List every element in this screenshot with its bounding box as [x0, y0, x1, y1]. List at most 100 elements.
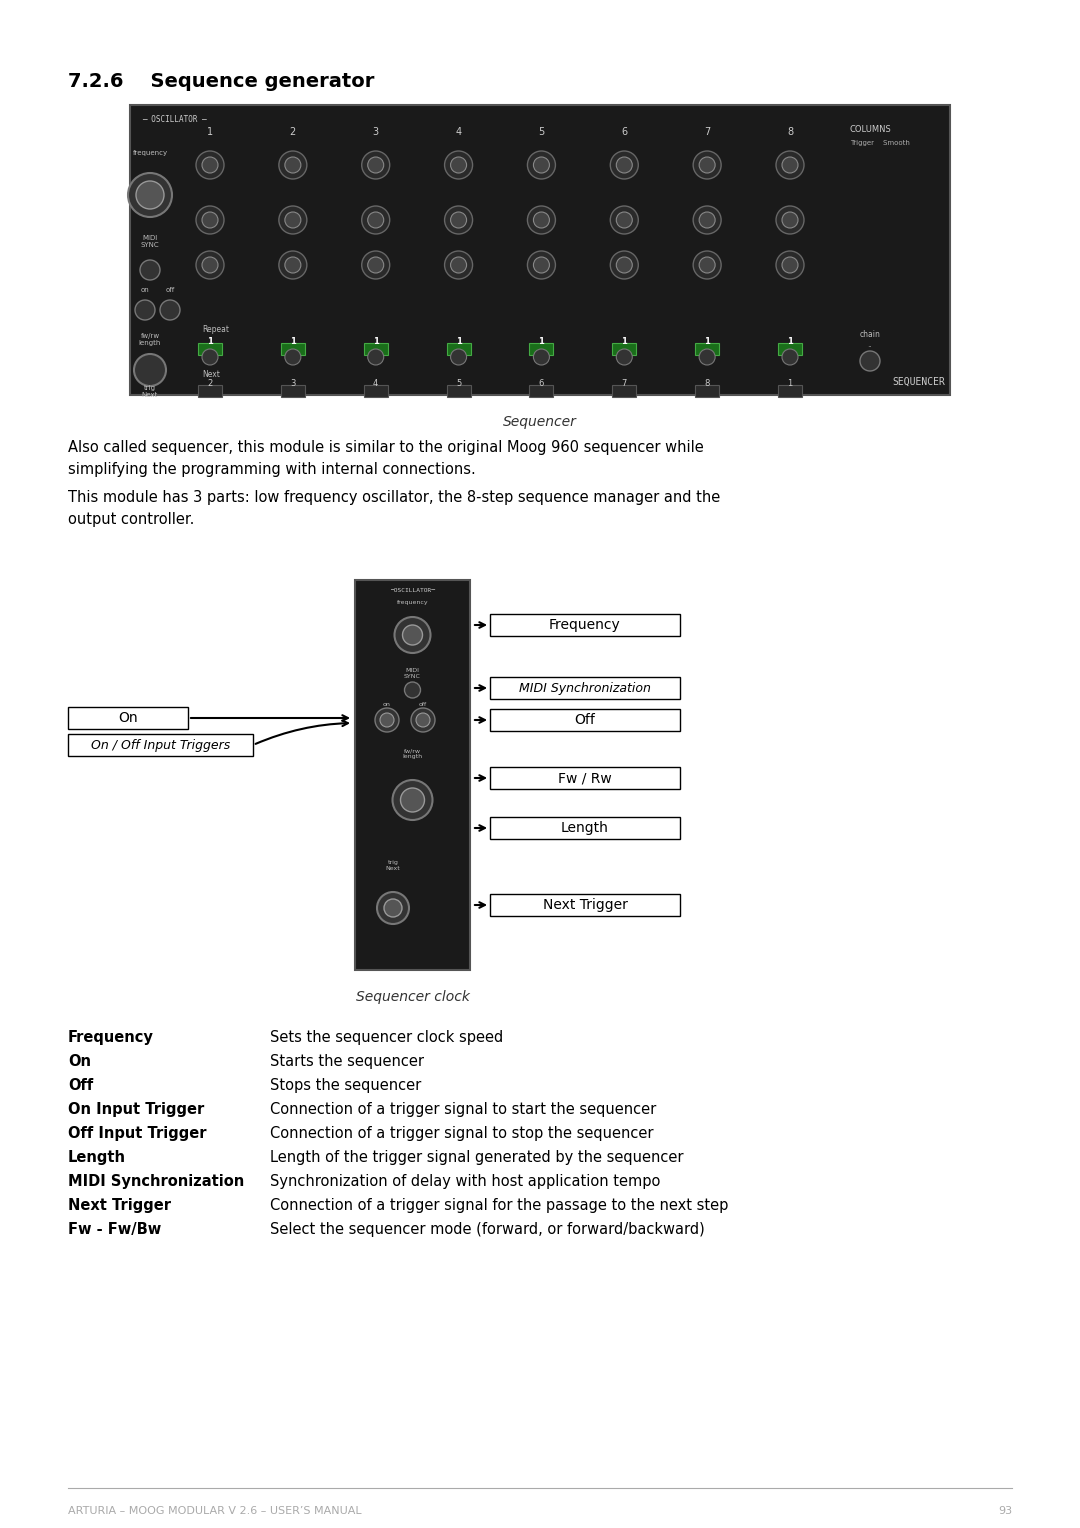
Circle shape	[202, 212, 218, 228]
FancyBboxPatch shape	[490, 709, 680, 730]
Text: 7: 7	[704, 127, 711, 138]
Circle shape	[195, 251, 224, 280]
Circle shape	[527, 151, 555, 179]
FancyBboxPatch shape	[364, 342, 388, 354]
Circle shape	[450, 257, 467, 274]
Circle shape	[411, 707, 435, 732]
Text: Trigger    Smooth: Trigger Smooth	[850, 141, 909, 147]
Circle shape	[450, 212, 467, 228]
Text: fw/rw
length: fw/rw length	[403, 749, 422, 759]
FancyBboxPatch shape	[281, 385, 305, 397]
Text: 7: 7	[622, 379, 627, 388]
Text: 1: 1	[373, 338, 379, 345]
FancyBboxPatch shape	[490, 614, 680, 636]
Text: Select the sequencer mode (forward, or forward/backward): Select the sequencer mode (forward, or f…	[270, 1222, 705, 1238]
Circle shape	[699, 157, 715, 173]
Circle shape	[777, 151, 804, 179]
Circle shape	[782, 257, 798, 274]
Text: 93: 93	[998, 1507, 1012, 1516]
Text: 2: 2	[207, 379, 213, 388]
Circle shape	[367, 348, 383, 365]
Circle shape	[610, 206, 638, 234]
FancyBboxPatch shape	[130, 105, 950, 396]
Circle shape	[195, 151, 224, 179]
Text: Length: Length	[68, 1151, 126, 1164]
FancyBboxPatch shape	[778, 385, 802, 397]
Circle shape	[617, 348, 632, 365]
Circle shape	[136, 180, 164, 209]
FancyBboxPatch shape	[68, 733, 253, 756]
Text: on: on	[140, 287, 149, 293]
FancyBboxPatch shape	[281, 342, 305, 354]
Circle shape	[375, 707, 399, 732]
Circle shape	[445, 206, 473, 234]
Circle shape	[617, 157, 632, 173]
FancyBboxPatch shape	[612, 385, 636, 397]
Circle shape	[285, 348, 301, 365]
Circle shape	[534, 212, 550, 228]
Circle shape	[279, 206, 307, 234]
Text: On Input Trigger: On Input Trigger	[68, 1102, 204, 1117]
Circle shape	[160, 299, 180, 319]
FancyBboxPatch shape	[446, 385, 471, 397]
Text: 1: 1	[704, 338, 710, 345]
Circle shape	[693, 251, 721, 280]
Circle shape	[362, 206, 390, 234]
Text: Sequencer clock: Sequencer clock	[355, 990, 470, 1004]
FancyBboxPatch shape	[490, 767, 680, 788]
Text: Length of the trigger signal generated by the sequencer: Length of the trigger signal generated b…	[270, 1151, 684, 1164]
Circle shape	[140, 260, 160, 280]
Text: On: On	[118, 711, 138, 724]
Circle shape	[403, 625, 422, 645]
Text: Stops the sequencer: Stops the sequencer	[270, 1077, 421, 1093]
FancyBboxPatch shape	[778, 342, 802, 354]
Text: 1: 1	[207, 338, 213, 345]
Circle shape	[534, 348, 550, 365]
Text: 1: 1	[787, 379, 793, 388]
Text: off: off	[165, 287, 175, 293]
Circle shape	[617, 212, 632, 228]
Circle shape	[416, 714, 430, 727]
Text: 2: 2	[289, 127, 296, 138]
Circle shape	[195, 206, 224, 234]
Text: Frequency: Frequency	[549, 617, 621, 633]
FancyBboxPatch shape	[490, 677, 680, 698]
Text: Next Trigger: Next Trigger	[542, 898, 627, 912]
Circle shape	[362, 151, 390, 179]
Text: chain
..: chain ..	[860, 330, 880, 350]
Circle shape	[534, 257, 550, 274]
Text: Sets the sequencer clock speed: Sets the sequencer clock speed	[270, 1030, 503, 1045]
Circle shape	[445, 151, 473, 179]
Text: 4: 4	[456, 127, 461, 138]
Text: 5: 5	[538, 127, 544, 138]
Text: This module has 3 parts: low frequency oscillator, the 8-step sequence manager a: This module has 3 parts: low frequency o…	[68, 490, 720, 527]
Circle shape	[405, 681, 420, 698]
Text: MIDI
SYNC: MIDI SYNC	[140, 235, 160, 248]
FancyBboxPatch shape	[364, 385, 388, 397]
Text: Fw - Fw/Bw: Fw - Fw/Bw	[68, 1222, 161, 1238]
Text: off: off	[419, 701, 427, 707]
Text: Off: Off	[575, 714, 595, 727]
Text: Connection of a trigger signal to stop the sequencer: Connection of a trigger signal to stop t…	[270, 1126, 653, 1141]
Text: ─ OSCILLATOR ─: ─ OSCILLATOR ─	[141, 115, 206, 124]
Circle shape	[367, 257, 383, 274]
Circle shape	[202, 157, 218, 173]
Text: trig
Next: trig Next	[141, 385, 158, 397]
FancyBboxPatch shape	[446, 342, 471, 354]
Text: 8: 8	[704, 379, 710, 388]
Circle shape	[782, 348, 798, 365]
FancyBboxPatch shape	[198, 342, 222, 354]
Text: COLUMNS: COLUMNS	[850, 125, 892, 134]
Circle shape	[377, 892, 409, 924]
Text: On / Off Input Triggers: On / Off Input Triggers	[91, 738, 230, 752]
Text: 4: 4	[373, 379, 378, 388]
Circle shape	[380, 714, 394, 727]
Circle shape	[699, 212, 715, 228]
FancyBboxPatch shape	[198, 385, 222, 397]
Circle shape	[367, 212, 383, 228]
Circle shape	[392, 779, 432, 821]
Circle shape	[129, 173, 172, 217]
FancyBboxPatch shape	[696, 385, 719, 397]
Circle shape	[450, 348, 467, 365]
Text: Starts the sequencer: Starts the sequencer	[270, 1054, 424, 1070]
